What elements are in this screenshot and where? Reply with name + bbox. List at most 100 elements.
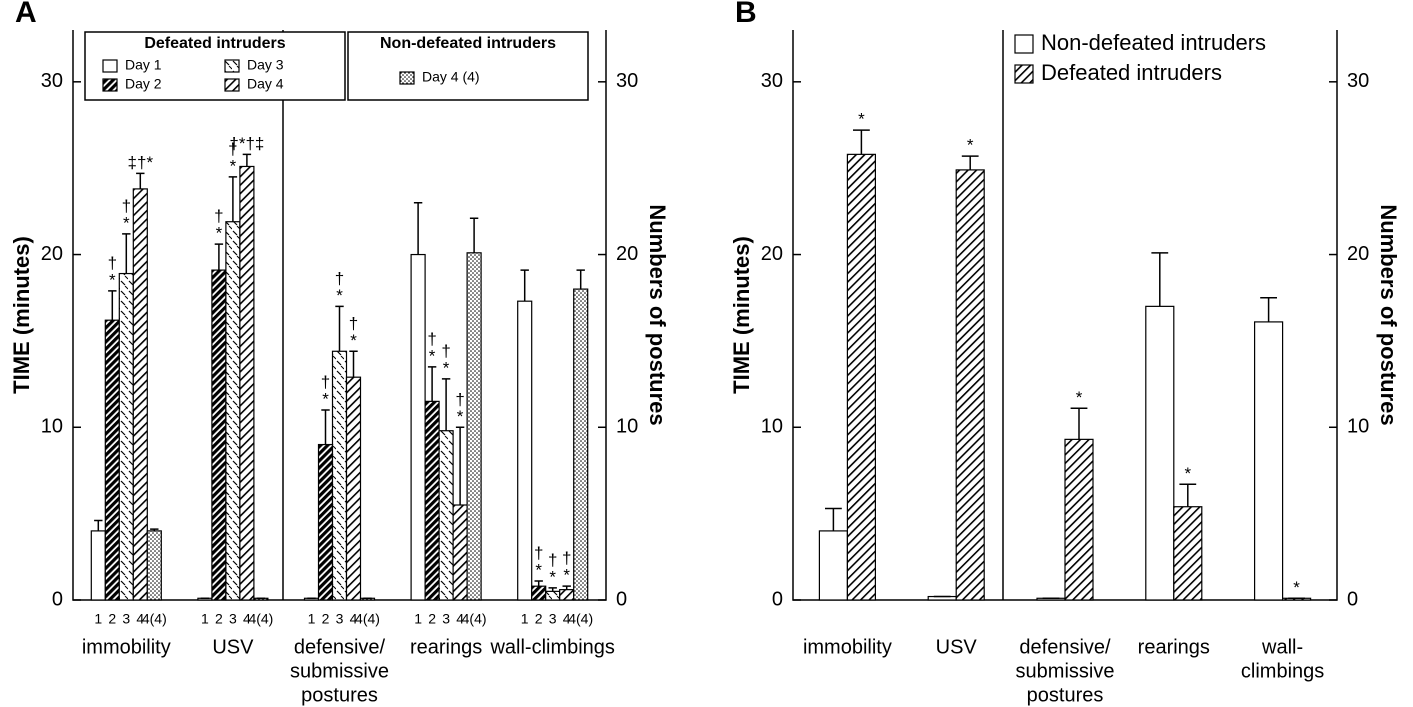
bar-label: 2 bbox=[428, 611, 436, 627]
legend-swatch bbox=[102, 59, 118, 73]
error-bar bbox=[228, 176, 238, 222]
bar bbox=[104, 319, 120, 601]
bar-label: 1 bbox=[201, 611, 209, 627]
error-bar bbox=[576, 269, 585, 290]
bar-label: 1 bbox=[414, 611, 422, 627]
x-tick-label: wall-climbings bbox=[489, 636, 614, 658]
x-tick-label: USV bbox=[936, 636, 978, 658]
legend-title: Non-defeated intruders bbox=[380, 35, 556, 52]
bar bbox=[331, 350, 348, 601]
legend-label: Day 4 (4) bbox=[422, 69, 480, 85]
y2-tick-label: 20 bbox=[616, 243, 638, 265]
bar-label: 3 bbox=[229, 611, 237, 627]
bar-label: 2 bbox=[108, 611, 116, 627]
bar-label: 3 bbox=[549, 611, 557, 627]
bar bbox=[818, 530, 849, 601]
bar bbox=[452, 504, 468, 601]
bar-label: 4(4) bbox=[248, 611, 273, 627]
y-tick-label: 10 bbox=[41, 416, 63, 438]
bar bbox=[545, 590, 561, 601]
y2-axis-title: Numbers of postures bbox=[645, 204, 670, 425]
significance-mark: † bbox=[122, 196, 131, 215]
x-tick-label: postures bbox=[1027, 684, 1104, 706]
y-tick-label: 0 bbox=[52, 588, 63, 610]
error-bar bbox=[349, 350, 358, 378]
bar-label: 2 bbox=[322, 611, 330, 627]
panel-label: B bbox=[735, 0, 757, 29]
error-bar bbox=[321, 409, 330, 445]
bar bbox=[132, 188, 148, 601]
y-tick-label: 30 bbox=[761, 70, 783, 92]
error-bar bbox=[469, 217, 479, 253]
significance-mark: † bbox=[441, 341, 450, 360]
bar-label: 2 bbox=[535, 611, 543, 627]
bar bbox=[955, 169, 985, 601]
error-bar bbox=[520, 269, 529, 302]
bar bbox=[846, 153, 877, 601]
significance-mark: * bbox=[216, 224, 223, 243]
bar bbox=[531, 585, 547, 601]
bar-label: 4 bbox=[350, 611, 358, 627]
legend-swatch bbox=[1014, 34, 1034, 54]
bar bbox=[317, 443, 334, 601]
error-bar bbox=[214, 243, 224, 271]
legend-box bbox=[84, 31, 346, 101]
x-tick-label: rearings bbox=[1138, 636, 1210, 658]
x-tick-label: USV bbox=[212, 636, 254, 658]
significance-mark: † bbox=[349, 314, 358, 333]
error-bar bbox=[1151, 252, 1169, 307]
bar bbox=[438, 430, 454, 601]
bar bbox=[90, 530, 106, 601]
significance-mark: †*†‡ bbox=[229, 134, 264, 153]
y-tick-label: 20 bbox=[41, 243, 63, 265]
significance-mark: * bbox=[549, 567, 556, 586]
error-bar bbox=[122, 233, 131, 274]
x-tick-label: immobility bbox=[82, 636, 171, 658]
bar-label: 2 bbox=[215, 611, 223, 627]
bar-label: 4(4) bbox=[142, 611, 167, 627]
y-tick-label: 0 bbox=[772, 588, 783, 610]
y2-tick-label: 30 bbox=[616, 70, 638, 92]
bar bbox=[146, 530, 162, 601]
significance-mark: † bbox=[562, 549, 571, 568]
error-bar bbox=[961, 155, 979, 170]
legend-swatch bbox=[1014, 64, 1034, 84]
bar bbox=[118, 272, 134, 601]
significance-mark: * bbox=[457, 407, 464, 426]
y-axis-title: TIME (minutes) bbox=[9, 236, 34, 394]
significance-mark: * bbox=[535, 560, 542, 579]
error-bar bbox=[94, 519, 103, 531]
significance-mark: † bbox=[335, 269, 344, 288]
y-axis-title: TIME (minutes) bbox=[729, 236, 754, 394]
legend-label: Defeated intruders bbox=[1041, 60, 1222, 85]
bar-label: 4 bbox=[456, 611, 464, 627]
significance-mark: * bbox=[123, 213, 130, 232]
bar-label: 1 bbox=[94, 611, 102, 627]
error-bar bbox=[441, 378, 451, 431]
bar-label: 1 bbox=[308, 611, 316, 627]
bar-label: 4(4) bbox=[462, 611, 487, 627]
significance-mark: * bbox=[443, 358, 450, 377]
bar-label: 4(4) bbox=[355, 611, 380, 627]
y2-tick-label: 10 bbox=[1347, 416, 1369, 438]
y2-tick-label: 20 bbox=[1347, 243, 1369, 265]
bar-label: 3 bbox=[122, 611, 130, 627]
significance-mark: * bbox=[109, 270, 116, 289]
error-bar bbox=[413, 201, 423, 255]
x-tick-label: postures bbox=[301, 684, 378, 706]
legend-label: Day 1 bbox=[125, 57, 162, 73]
error-bar bbox=[335, 305, 344, 352]
significance-mark: † bbox=[455, 390, 464, 409]
x-tick-label: defensive/ bbox=[294, 636, 386, 658]
bar bbox=[1145, 305, 1175, 601]
bar bbox=[466, 252, 482, 601]
error-bar bbox=[562, 585, 571, 590]
x-tick-label: submissive bbox=[1016, 660, 1115, 682]
bar bbox=[424, 400, 440, 601]
significance-mark: * bbox=[1293, 578, 1300, 597]
error-bar bbox=[108, 290, 117, 321]
bar bbox=[573, 288, 589, 601]
y-tick-label: 10 bbox=[761, 416, 783, 438]
significance-mark: * bbox=[1184, 464, 1191, 483]
